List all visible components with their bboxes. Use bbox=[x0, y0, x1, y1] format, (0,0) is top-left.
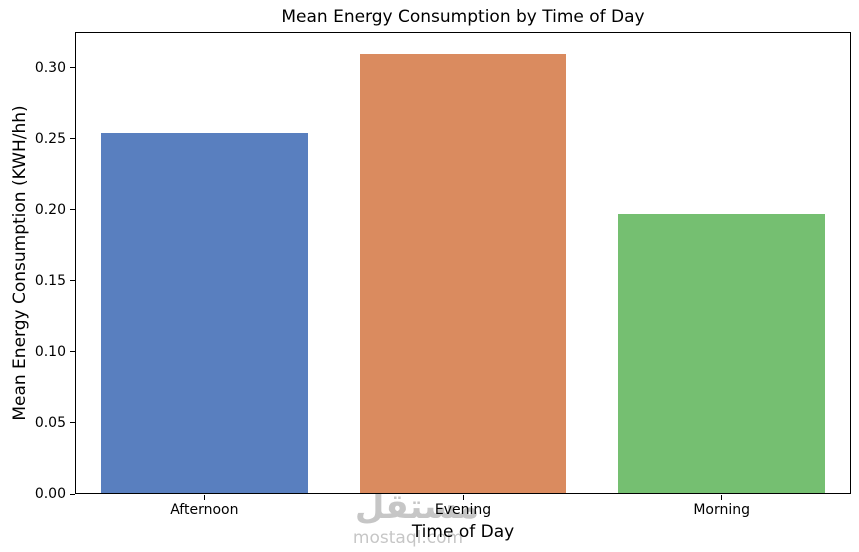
x-tick-label-afternoon: Afternoon bbox=[170, 502, 239, 518]
bar-evening bbox=[359, 53, 567, 493]
x-tick-label-morning: Morning bbox=[693, 502, 750, 518]
x-tick-mark bbox=[203, 495, 205, 500]
bar-morning bbox=[618, 214, 826, 493]
y-tick-mark bbox=[70, 67, 75, 69]
y-tick-label: 0.25 bbox=[34, 130, 66, 147]
bar-afternoon bbox=[100, 133, 308, 493]
x-tick-mark bbox=[721, 495, 723, 500]
y-tick-label: 0.30 bbox=[34, 59, 66, 76]
y-tick-mark bbox=[70, 422, 75, 424]
y-tick-mark bbox=[70, 138, 75, 140]
y-tick-mark bbox=[70, 493, 75, 495]
y-tick-label: 0.05 bbox=[34, 414, 66, 431]
y-tick-mark bbox=[70, 351, 75, 353]
y-tick-label: 0.00 bbox=[34, 486, 66, 502]
x-tick-mark bbox=[462, 495, 464, 500]
y-axis-label: Mean Energy Consumption (KWH/hh) bbox=[10, 105, 30, 421]
y-tick-mark bbox=[70, 209, 75, 211]
plot-area bbox=[75, 32, 851, 494]
y-tick-label: 0.10 bbox=[34, 343, 66, 360]
y-tick-label: 0.20 bbox=[34, 201, 66, 218]
x-tick-label-evening: Evening bbox=[434, 502, 492, 518]
chart-title: Mean Energy Consumption by Time of Day bbox=[281, 7, 645, 27]
y-tick-mark bbox=[70, 280, 75, 282]
x-axis-label: Time of Day bbox=[411, 522, 515, 542]
y-tick-label: 0.15 bbox=[34, 272, 66, 289]
